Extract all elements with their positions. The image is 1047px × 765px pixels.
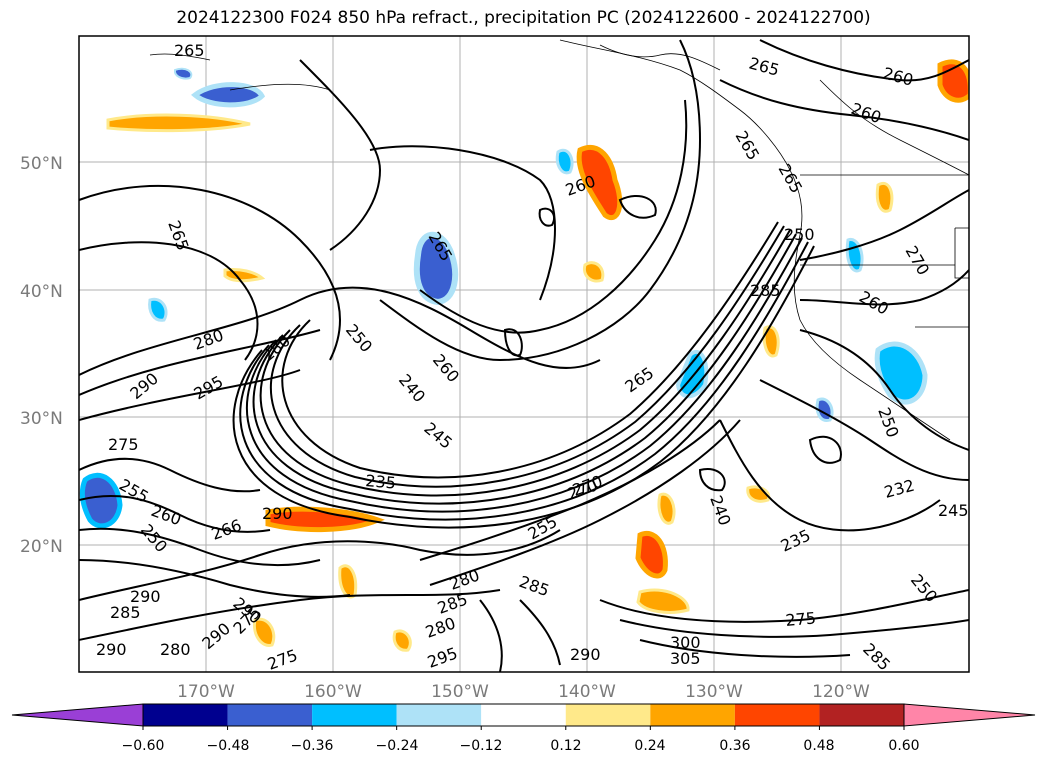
lat-label: 30°N — [20, 409, 63, 429]
precipitation-shading — [79, 59, 969, 652]
colorbar-tick-label: −0.24 — [376, 738, 419, 754]
colorbar-tick-label: −0.48 — [207, 738, 250, 754]
refractivity-contours — [79, 39, 969, 672]
colorbar-segment — [396, 704, 482, 726]
contour-label: 285 — [750, 281, 781, 300]
colorbar-segment — [565, 704, 651, 726]
contour-label: 265 — [174, 41, 205, 60]
contour-label: 275 — [785, 608, 817, 630]
colorbar-segment — [481, 704, 566, 726]
contour-label: 285 — [110, 603, 141, 622]
lon-label: 170°W — [177, 682, 235, 702]
lon-label: 150°W — [431, 682, 489, 702]
figure-title: 2024122300 F024 850 hPa refract., precip… — [176, 8, 871, 28]
lon-label: 120°W — [812, 682, 870, 702]
colorbar-tick-label: −0.12 — [460, 738, 503, 754]
colorbar-tick-label: 0.12 — [550, 738, 581, 754]
colorbar — [11, 703, 1036, 730]
contour-label: 245 — [938, 501, 969, 520]
contour-label: 290 — [96, 640, 127, 659]
colorbar-extend-low — [11, 703, 144, 727]
lat-label: 40°N — [20, 282, 63, 302]
contour-label: 290 — [570, 645, 601, 664]
contour-label: 290 — [262, 504, 293, 523]
colorbar-ticks: −0.60 −0.48 −0.36 −0.24 −0.12 0.12 0.24 … — [122, 738, 920, 754]
contour-label: 250 — [784, 225, 815, 244]
longitude-labels: 170°W 160°W 150°W 140°W 130°W 120°W — [177, 682, 870, 702]
contour-label: 280 — [160, 640, 191, 659]
colorbar-tick-label: 0.24 — [634, 738, 665, 754]
plot-frame — [78, 35, 970, 673]
lon-label: 160°W — [304, 682, 362, 702]
colorbar-tick-label: 0.36 — [719, 738, 750, 754]
colorbar-segment — [734, 704, 820, 726]
colorbar-tick-label: 0.48 — [803, 738, 834, 754]
colorbar-tick-label: −0.60 — [122, 738, 165, 754]
contour-label: 275 — [108, 435, 139, 454]
colorbar-tick-label: 0.60 — [888, 738, 919, 754]
latitude-labels: 50°N 40°N 30°N 20°N — [20, 154, 63, 557]
colorbar-segment — [312, 704, 397, 726]
colorbar-segment — [227, 704, 313, 726]
colorbar-outline — [142, 703, 905, 727]
colorbar-segment — [650, 704, 735, 726]
colorbar-tick-label: −0.36 — [291, 738, 334, 754]
coastlines — [149, 39, 969, 441]
lon-label: 140°W — [558, 682, 616, 702]
lon-label: 130°W — [685, 682, 743, 702]
lat-label: 50°N — [20, 154, 63, 174]
contour-label: 290 — [130, 587, 161, 606]
contour-label: 305 — [670, 649, 701, 668]
contour-label: 235 — [365, 471, 397, 493]
colorbar-segment — [819, 704, 904, 726]
colorbar-segment — [143, 704, 228, 726]
colorbar-extend-high — [903, 703, 1036, 727]
contour-label: 300 — [670, 633, 701, 652]
lat-label: 20°N — [20, 537, 63, 557]
